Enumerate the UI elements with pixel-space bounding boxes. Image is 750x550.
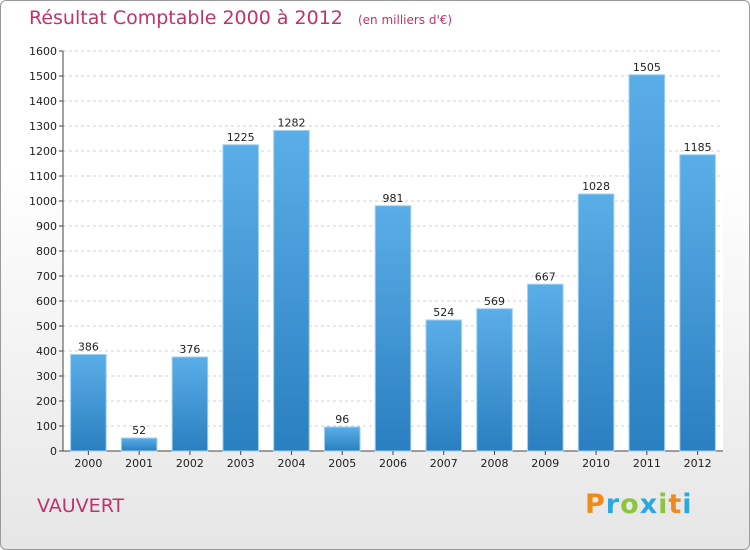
data-label-2003: 1225 xyxy=(227,131,255,144)
logo-letter-o: o xyxy=(620,489,640,520)
logo-letter-r: r xyxy=(605,489,621,520)
y-tick-label: 1400 xyxy=(29,95,57,108)
x-tick-label-2001: 2001 xyxy=(125,457,153,470)
bar-2000 xyxy=(70,354,107,452)
y-tick-label: 900 xyxy=(36,220,57,233)
data-label-2010: 1028 xyxy=(582,180,610,193)
y-tick-label: 1200 xyxy=(29,145,57,158)
logo-letter-t: t xyxy=(668,489,683,520)
bar-2001 xyxy=(120,437,158,452)
x-tick-label-2003: 2003 xyxy=(227,457,255,470)
y-tick-label: 200 xyxy=(36,395,57,408)
bar-2004 xyxy=(273,130,310,452)
data-label-2012: 1185 xyxy=(684,141,712,154)
data-label-2007: 524 xyxy=(433,306,454,319)
proxiti-logo[interactable]: Proxiti xyxy=(585,489,693,520)
x-tick-label-2012: 2012 xyxy=(684,457,712,470)
data-label-2008: 569 xyxy=(484,295,505,308)
chart-subtitle: (en milliers d'€) xyxy=(357,13,453,27)
y-tick-label: 1300 xyxy=(29,120,57,133)
data-label-2005: 96 xyxy=(335,413,349,426)
y-tick-label: 1500 xyxy=(29,70,57,83)
data-label-2011: 1505 xyxy=(633,61,661,74)
data-label-2004: 1282 xyxy=(277,117,305,130)
bar-2006 xyxy=(374,205,412,452)
bar-2005 xyxy=(323,426,361,452)
bar-2002 xyxy=(171,356,209,452)
y-tick-label: 600 xyxy=(36,295,57,308)
x-tick-label-2010: 2010 xyxy=(582,457,610,470)
bar-2012 xyxy=(679,154,716,452)
bar-2007 xyxy=(425,319,463,452)
x-tick-label-2007: 2007 xyxy=(430,457,458,470)
y-tick-label: 700 xyxy=(36,270,57,283)
x-tick-label-2011: 2011 xyxy=(633,457,661,470)
x-tick-label-2005: 2005 xyxy=(328,457,356,470)
bar-2010 xyxy=(577,193,615,452)
bar-2003 xyxy=(222,144,259,452)
x-tick-label-2009: 2009 xyxy=(531,457,559,470)
y-tick-label: 400 xyxy=(36,345,57,358)
logo-letter-p: P xyxy=(585,489,606,520)
data-label-2009: 667 xyxy=(535,270,556,283)
logo-letter-i: i xyxy=(658,489,669,520)
y-tick-label: 800 xyxy=(36,245,57,258)
y-tick-label: 1100 xyxy=(29,170,57,183)
data-label-2002: 376 xyxy=(179,343,200,356)
data-label-2006: 981 xyxy=(383,192,404,205)
data-label-2001: 52 xyxy=(132,424,146,437)
y-tick-label: 500 xyxy=(36,320,57,333)
data-label-2000: 386 xyxy=(78,341,99,354)
x-tick-label-2002: 2002 xyxy=(176,457,204,470)
bar-2011 xyxy=(628,74,666,452)
y-tick-label: 1000 xyxy=(29,195,57,208)
y-tick-label: 100 xyxy=(36,420,57,433)
x-tick-label-2000: 2000 xyxy=(74,457,102,470)
bar-2008 xyxy=(476,308,513,452)
x-tick-label-2008: 2008 xyxy=(481,457,509,470)
y-tick-label: 300 xyxy=(36,370,57,383)
y-tick-label: 1600 xyxy=(29,45,57,58)
title-row: Résultat Comptable 2000 à 2012 (en milli… xyxy=(29,7,452,29)
commune-name: VAUVERT xyxy=(37,495,125,517)
chart-title: Résultat Comptable 2000 à 2012 xyxy=(29,7,343,29)
bar-2009 xyxy=(527,283,564,452)
y-tick-label: 0 xyxy=(50,445,57,458)
x-tick-label-2006: 2006 xyxy=(379,457,407,470)
logo-letter-x: x xyxy=(639,489,659,520)
x-tick-label-2004: 2004 xyxy=(277,457,305,470)
logo-letter-i2: i xyxy=(682,489,693,520)
